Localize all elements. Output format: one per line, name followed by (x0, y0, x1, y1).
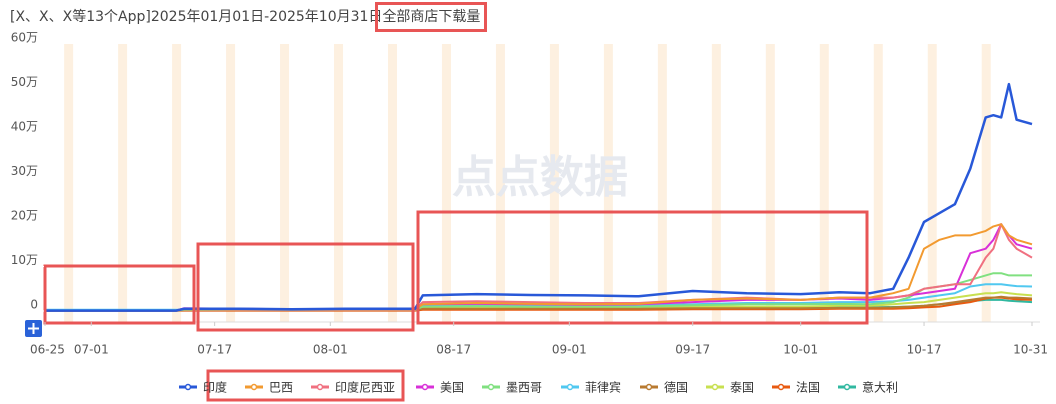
stripe (441, 44, 451, 322)
stripe (334, 44, 344, 322)
legend-label: 意大利 (862, 380, 898, 395)
plot (45, 82, 1033, 312)
x-tick-label: 07-17 (197, 343, 232, 357)
x-tick-label: 10-17 (907, 343, 942, 357)
stripe (819, 44, 829, 322)
legend-dot (711, 383, 719, 391)
legend-label: 德国 (664, 380, 688, 395)
x-tick-label: 08-17 (436, 343, 471, 357)
stripe (873, 44, 883, 322)
y-tick-label: 30万 (11, 164, 38, 178)
legend-dot (566, 383, 574, 391)
stripe (118, 44, 128, 322)
legend-label: 菲律宾 (585, 380, 621, 395)
x-tick-label: 10-31 (1013, 343, 1048, 357)
legend-label: 印度尼西亚 (335, 380, 395, 395)
y-tick-label: 60万 (11, 31, 38, 45)
x-tick-label: 09-17 (675, 343, 710, 357)
legend-label: 巴西 (269, 381, 293, 395)
stripe (64, 44, 74, 322)
series-line (45, 82, 1033, 312)
y-tick-label: 40万 (11, 120, 38, 134)
legend-dot (777, 383, 785, 391)
legend-label: 墨西哥 (506, 381, 542, 395)
stripe (280, 44, 290, 322)
stripe (495, 44, 505, 322)
highlight-box (43, 264, 196, 325)
x-tick-label: 07-01 (74, 343, 109, 357)
stripe (711, 44, 721, 322)
x-tick-label: 09-01 (552, 343, 587, 357)
stripe (226, 44, 236, 322)
legend-dot (421, 383, 429, 391)
stripe (927, 44, 937, 322)
stripe (387, 44, 397, 322)
y-tick-label: 10万 (11, 253, 38, 267)
add-icon (28, 323, 39, 334)
legend-dot (250, 383, 258, 391)
highlight-box (206, 369, 405, 402)
x-tick-label: 06-25 (30, 343, 65, 357)
y-tick-label: 50万 (11, 75, 38, 89)
legend-dot (184, 383, 192, 391)
x-tick-label: 08-01 (313, 343, 348, 357)
title-text: [X、X、X等13个App]2025年01月01日-2025年10月31日 (10, 9, 383, 25)
stripe (981, 44, 991, 322)
highlight-box (416, 210, 869, 325)
stripe (172, 44, 182, 322)
title-highlight: 全部商店下载量 (375, 2, 488, 32)
legend-dot (316, 383, 324, 391)
y-tick-label: 0 (30, 298, 38, 312)
chart-title: [X、X、X等13个App]2025年01月01日-2025年10月31日全部商… (10, 2, 488, 32)
stripe (657, 44, 667, 322)
y-tick-label: 20万 (11, 209, 38, 223)
highlight-box (196, 242, 415, 332)
x-tick-label: 10-01 (783, 343, 818, 357)
weekend-stripes (64, 44, 991, 322)
legend-label: 印度 (203, 380, 227, 395)
legend-label: 泰国 (730, 381, 754, 395)
legend-dot (487, 383, 495, 391)
legend-label: 法国 (796, 381, 820, 395)
legend-label: 美国 (440, 381, 464, 395)
legend-dot (843, 383, 851, 391)
stripe (765, 44, 775, 322)
legend-dot (645, 383, 653, 391)
watermark: 点点数据 (452, 152, 628, 203)
stripe (549, 44, 559, 322)
stripe (603, 44, 613, 322)
